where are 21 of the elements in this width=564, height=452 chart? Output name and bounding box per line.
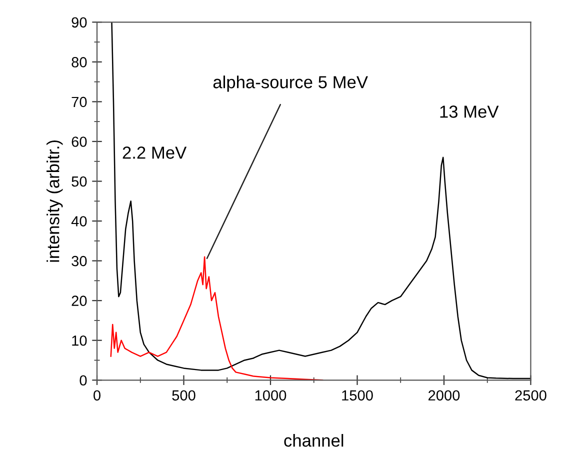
y-tick-label: 40 <box>71 216 87 226</box>
y-tick-label: 60 <box>72 136 87 147</box>
y-tick-label: 50 <box>72 176 87 187</box>
x-tick-label: 0 <box>94 390 100 401</box>
y-tick-label: 0 <box>80 375 87 386</box>
y-tick-label: 90 <box>72 17 87 28</box>
annotation: 13 MeV <box>440 106 499 118</box>
annotation: 2.2 MeV <box>122 146 187 159</box>
x-tick-label: 500 <box>172 390 196 401</box>
annotation: alpha-source 5 MeV <box>213 76 368 92</box>
x-axis-title: channel <box>284 434 344 447</box>
x-tick-label: 2000 <box>428 390 460 401</box>
y-tick-label: 10 <box>72 335 87 346</box>
y-axis-title: intensity (arbitr.) <box>46 140 63 262</box>
y-tick-label: 80 <box>72 57 87 68</box>
x-tick-label: 1000 <box>255 390 286 401</box>
x-tick-label: 1500 <box>342 390 373 401</box>
y-tick-label: 20 <box>72 296 87 306</box>
y-tick-label: 30 <box>72 256 87 266</box>
y-tick-label: 70 <box>72 96 87 108</box>
x-tick-label: 2500 <box>515 390 546 401</box>
